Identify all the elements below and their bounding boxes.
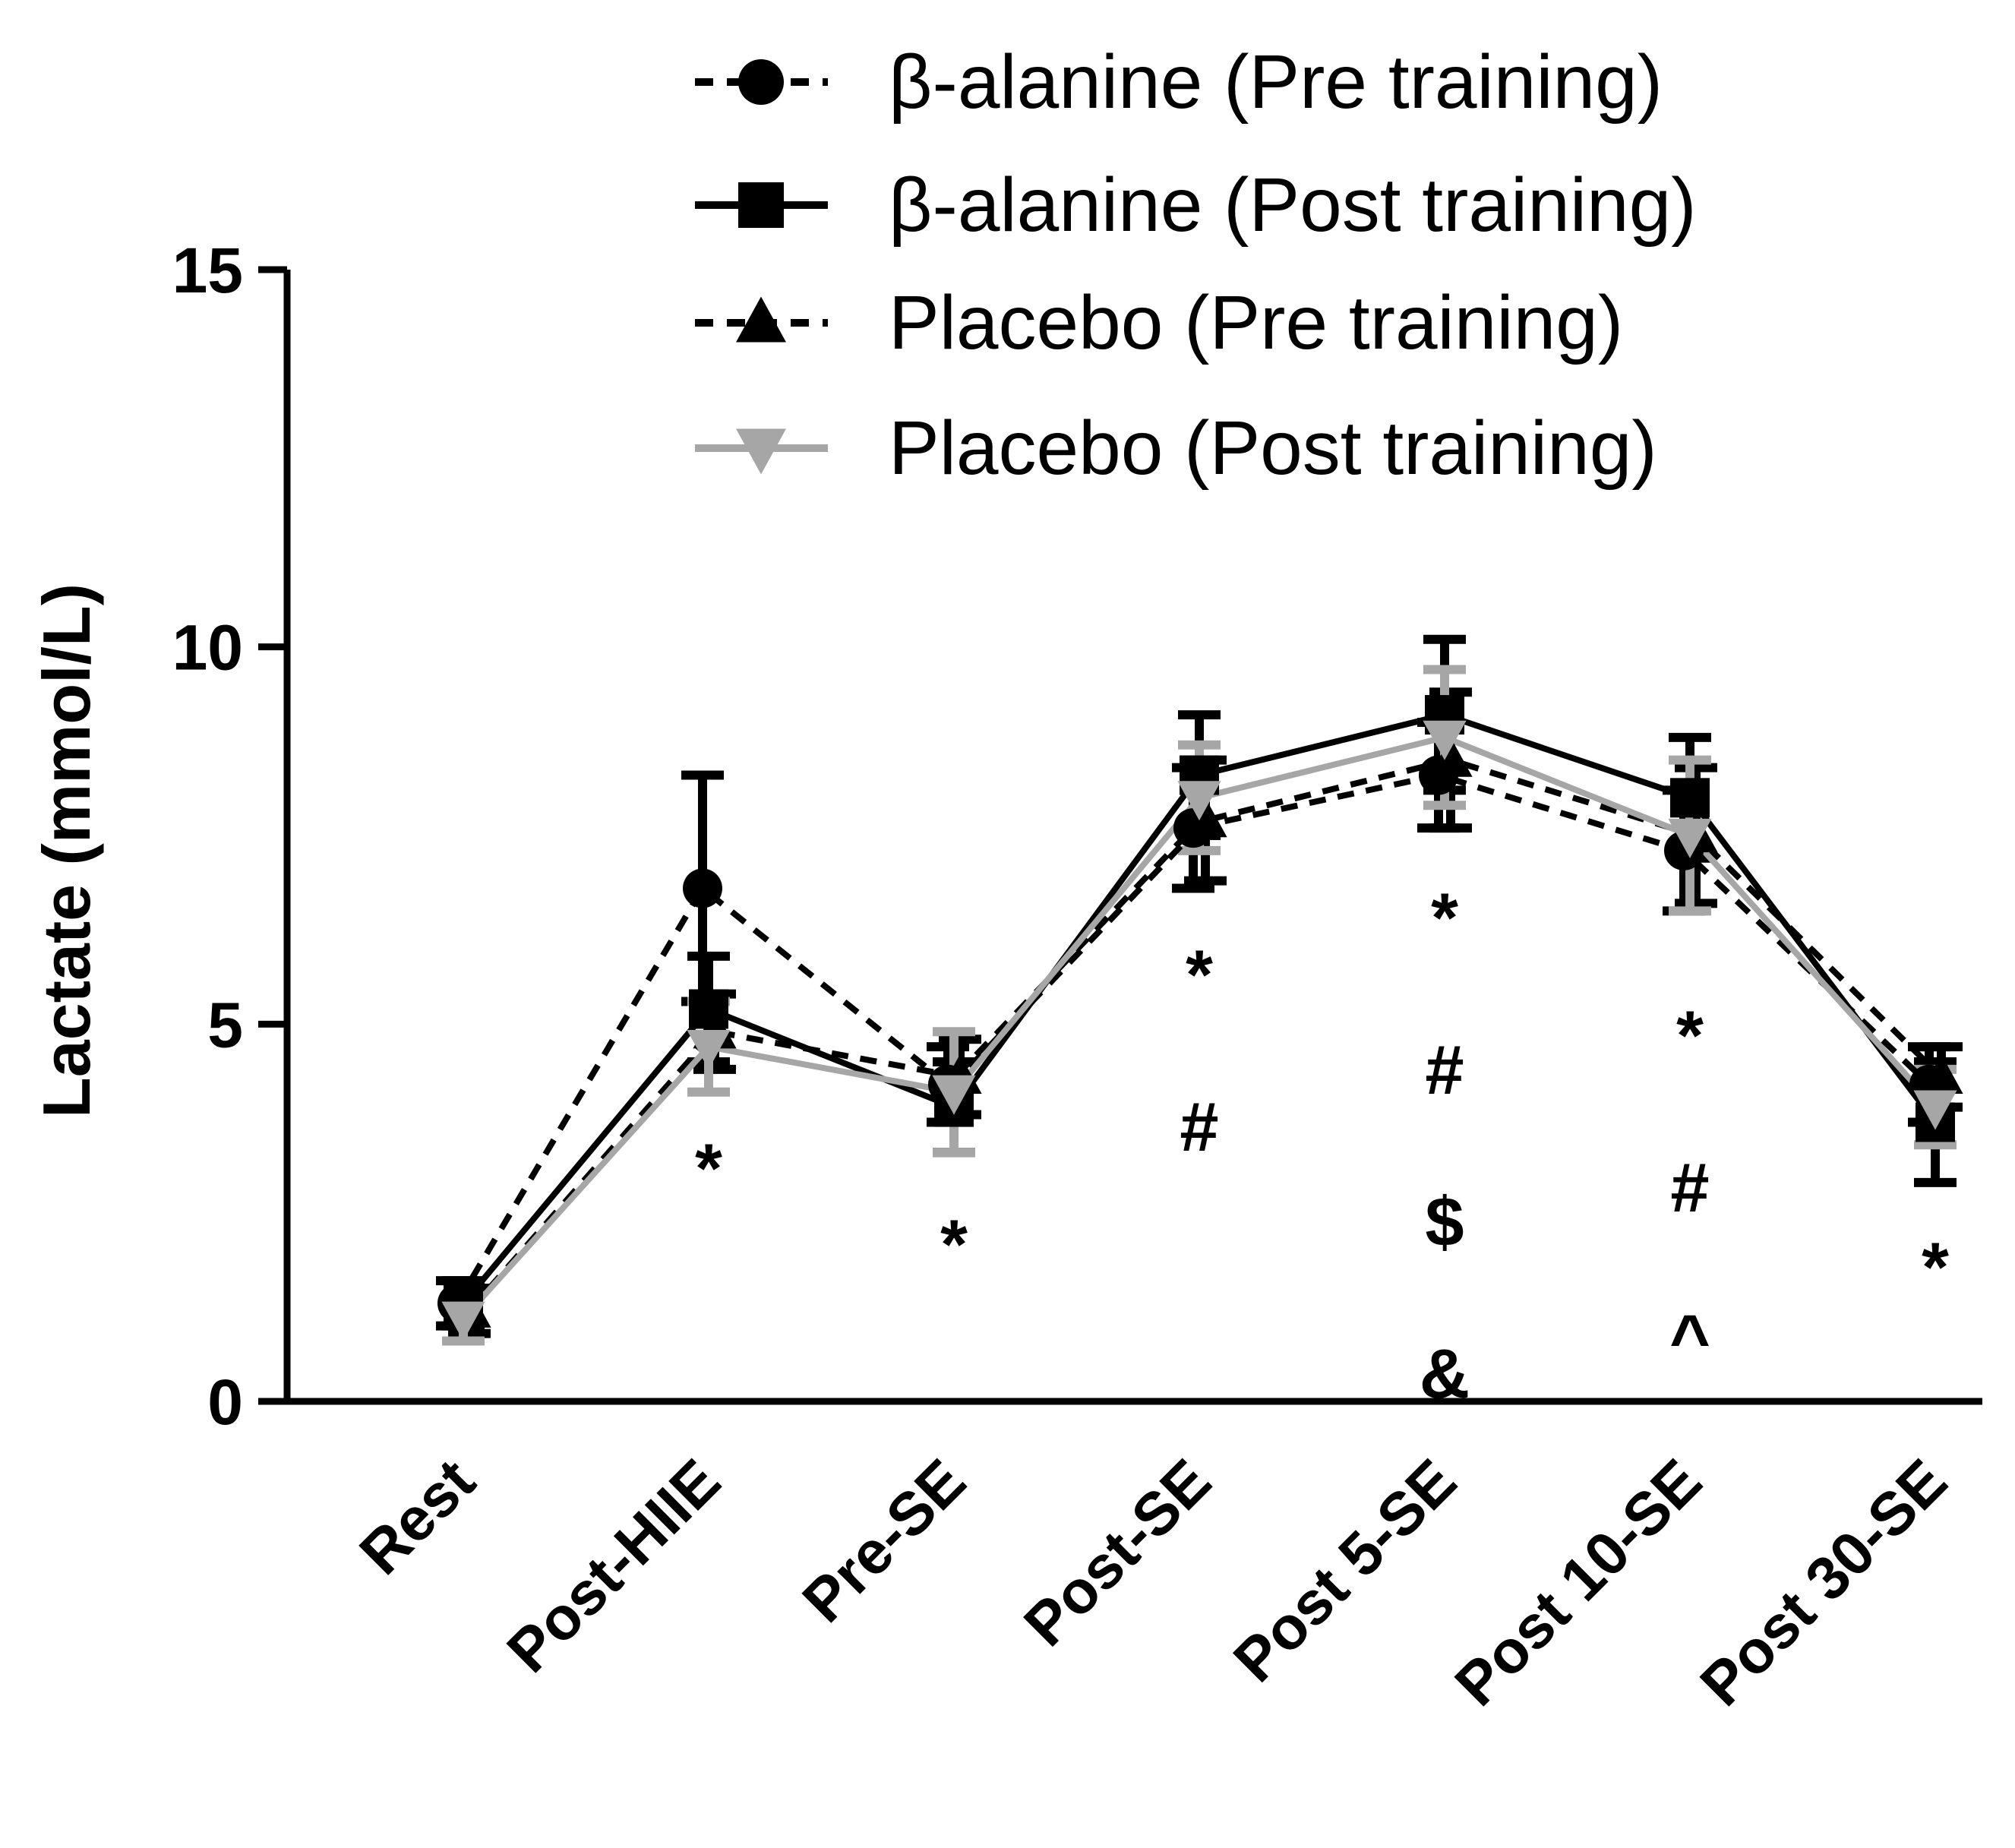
data-point bbox=[683, 868, 722, 908]
y-axis-label: Lactate (mmol/L) bbox=[29, 583, 104, 1118]
legend-entry: β-alanine (Pre training) bbox=[695, 39, 1663, 125]
data-point bbox=[1177, 781, 1221, 821]
annotation-symbol: * bbox=[940, 1206, 968, 1284]
legend-marker bbox=[736, 428, 786, 475]
x-tick-label: Post 30-SE bbox=[1688, 1446, 1960, 1718]
annotation-symbol: # bbox=[1425, 1031, 1464, 1109]
data-point bbox=[441, 1301, 485, 1341]
annotation-symbol: * bbox=[1922, 1229, 1949, 1306]
annotation-symbol: * bbox=[695, 1130, 722, 1208]
y-tick-label: 15 bbox=[172, 235, 243, 306]
series-markers bbox=[437, 695, 1963, 1341]
legend-marker bbox=[738, 182, 784, 228]
data-point bbox=[1668, 818, 1712, 858]
x-tick-label: Post-SE bbox=[1011, 1446, 1224, 1659]
annotation-symbol: * bbox=[1431, 880, 1458, 957]
data-point bbox=[1913, 1090, 1957, 1130]
annotation-symbol: # bbox=[1670, 1149, 1709, 1227]
annotation-symbol: ^ bbox=[1669, 1301, 1710, 1379]
annotation-symbol: # bbox=[1180, 1088, 1218, 1166]
legend-label: Placebo (Post training) bbox=[889, 406, 1657, 491]
data-point bbox=[1423, 720, 1467, 760]
x-tick-label: Post 5-SE bbox=[1221, 1446, 1469, 1695]
legend-entry: Placebo (Pre training) bbox=[695, 280, 1623, 365]
x-tick-label: Post-HIIE bbox=[494, 1446, 733, 1685]
x-tick-label: Post 10-SE bbox=[1442, 1446, 1714, 1718]
legend-label: β-alanine (Post training) bbox=[889, 163, 1697, 248]
significance-annotations: * * * # * # $ & * # ^ * bbox=[695, 880, 1949, 1413]
x-tick-label: Rest bbox=[346, 1446, 488, 1587]
legend-label: β-alanine (Pre training) bbox=[889, 39, 1663, 125]
y-tick-label: 10 bbox=[172, 612, 243, 684]
y-tick-label: 5 bbox=[207, 989, 243, 1060]
data-point bbox=[1670, 778, 1710, 818]
data-point bbox=[687, 1030, 731, 1070]
legend-entry: Placebo (Post training) bbox=[695, 406, 1657, 491]
data-point bbox=[932, 1075, 976, 1115]
y-tick-label: 0 bbox=[207, 1366, 243, 1438]
legend-entry: β-alanine (Post training) bbox=[695, 163, 1697, 248]
axes: 0 5 10 15 bbox=[172, 235, 1982, 1438]
x-tick-label: Pre-SE bbox=[790, 1446, 978, 1635]
annotation-symbol: * bbox=[1676, 997, 1704, 1075]
annotation-symbol: $ bbox=[1425, 1183, 1464, 1261]
legend-label: Placebo (Pre training) bbox=[889, 280, 1623, 365]
data-point bbox=[1919, 1054, 1963, 1094]
data-point bbox=[1429, 737, 1473, 777]
legend: β-alanine (Pre training) β-alanine (Post … bbox=[695, 39, 1697, 491]
annotation-symbol: & bbox=[1420, 1335, 1470, 1413]
data-point bbox=[1183, 798, 1227, 838]
annotation-symbol: * bbox=[1186, 937, 1213, 1014]
legend-marker bbox=[736, 296, 786, 343]
legend-marker bbox=[738, 59, 784, 105]
